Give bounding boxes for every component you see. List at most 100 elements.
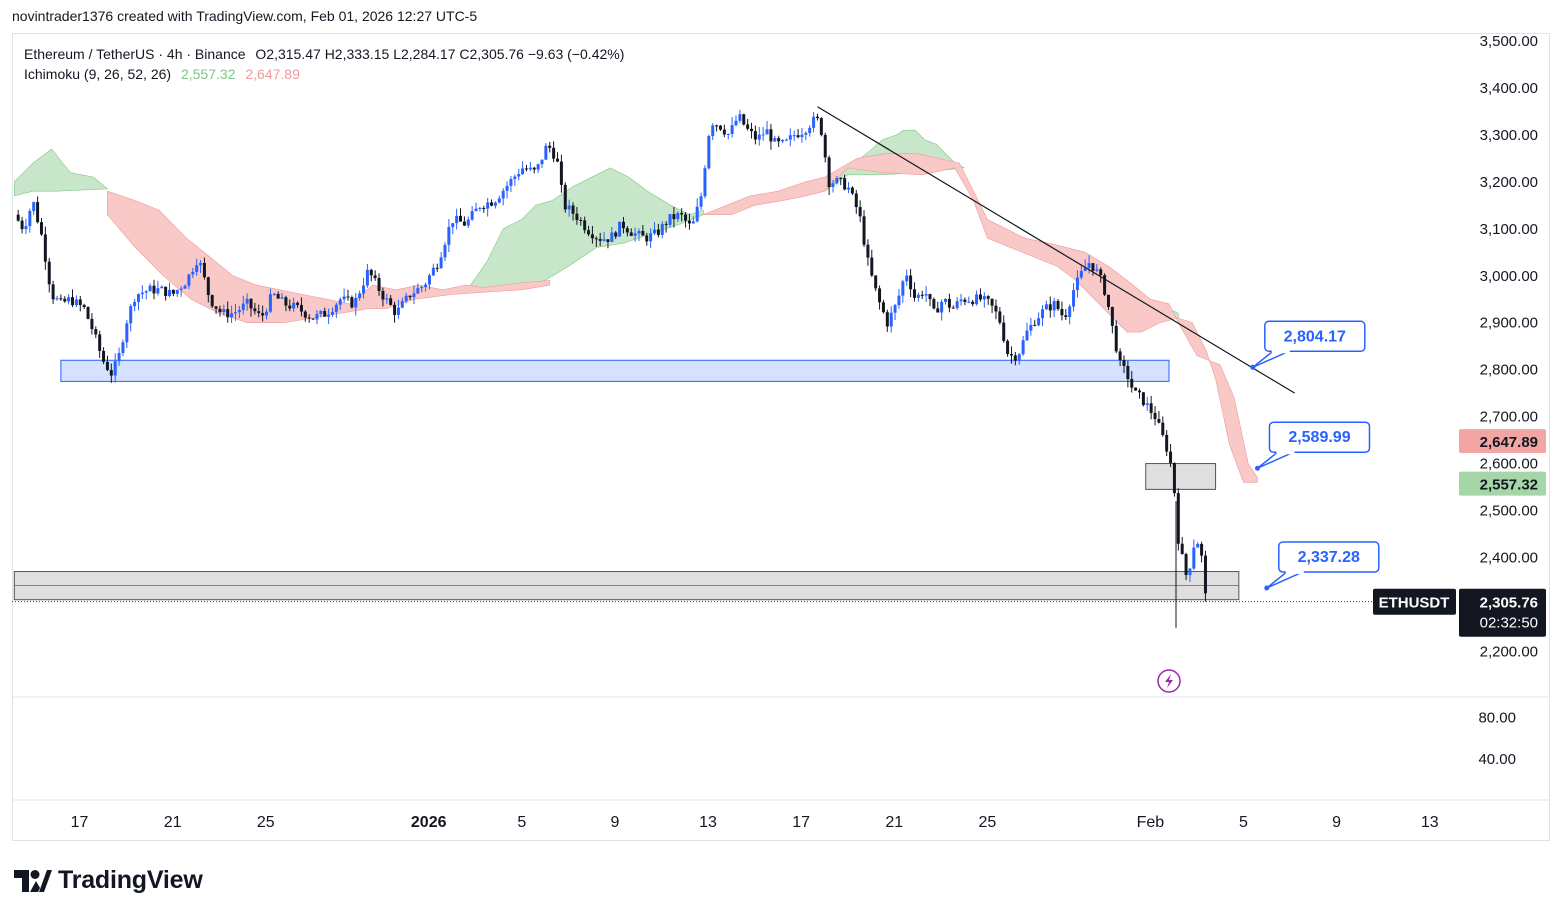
candle-body bbox=[113, 361, 117, 376]
candle-body bbox=[160, 286, 164, 289]
trendline bbox=[817, 106, 1296, 394]
candle-body bbox=[1072, 290, 1076, 307]
candle-body bbox=[703, 168, 707, 197]
tradingview-logo[interactable]: TradingView bbox=[14, 866, 203, 895]
demand-zone-blue bbox=[60, 359, 1170, 382]
candle-body bbox=[389, 298, 393, 305]
candle-body bbox=[920, 294, 924, 296]
candle-body bbox=[711, 125, 715, 136]
candle-body bbox=[183, 285, 187, 289]
x-tick-label: 13 bbox=[1421, 814, 1439, 831]
candle-body bbox=[1126, 365, 1130, 379]
candle-body bbox=[1087, 263, 1091, 268]
candle-body bbox=[63, 298, 67, 302]
x-tick-label: Feb bbox=[1137, 814, 1165, 831]
indicator-name[interactable]: Ichimoku (9, 26, 52, 26) bbox=[24, 66, 172, 82]
candle-body bbox=[590, 234, 594, 239]
candle-body bbox=[1114, 325, 1118, 352]
candle-body bbox=[1083, 267, 1087, 272]
candle-body bbox=[625, 228, 629, 233]
y-tick-label: 3,400.00 bbox=[1480, 80, 1538, 97]
x-tick-label: 9 bbox=[610, 814, 619, 831]
candle-body bbox=[455, 215, 459, 224]
candle-body bbox=[781, 139, 785, 142]
price-tag-tenkan bbox=[1459, 471, 1546, 496]
tradingview-logo-text: TradingView bbox=[58, 866, 203, 894]
candle-body bbox=[653, 229, 657, 234]
sub-tick-label: 80.00 bbox=[1478, 710, 1516, 727]
symbol-title[interactable]: Ethereum / TetherUS · 4h · Binance bbox=[24, 46, 246, 62]
candle-body bbox=[497, 198, 501, 203]
candle-body bbox=[819, 118, 823, 135]
chart-frame bbox=[12, 33, 1550, 841]
candle-body bbox=[854, 193, 858, 208]
candle-body bbox=[396, 307, 400, 315]
candle-body bbox=[870, 257, 874, 276]
candle-body bbox=[862, 216, 866, 245]
candle-body bbox=[195, 265, 199, 272]
candle-body bbox=[1165, 434, 1169, 452]
candle-body bbox=[377, 278, 381, 292]
candle-body bbox=[39, 222, 43, 235]
candle-body bbox=[804, 132, 808, 135]
candle-body bbox=[548, 145, 552, 148]
candle-body bbox=[202, 262, 206, 278]
candle-body bbox=[532, 167, 536, 170]
y-tick-label: 2,600.00 bbox=[1480, 456, 1538, 473]
candle-body bbox=[587, 230, 591, 235]
candle-body bbox=[571, 205, 575, 214]
zone-gray-mid bbox=[1145, 463, 1217, 490]
candle-body bbox=[253, 308, 257, 312]
candle-body bbox=[602, 239, 606, 241]
candle-body bbox=[292, 302, 296, 309]
candle-body bbox=[598, 238, 602, 241]
candle-body bbox=[641, 231, 645, 236]
candle-body bbox=[222, 309, 226, 313]
candle-body bbox=[303, 311, 307, 318]
price-tag-label-tenkan: 2,557.32 bbox=[1480, 477, 1538, 494]
candle-body bbox=[288, 305, 292, 309]
candle-body bbox=[994, 305, 998, 312]
candle-body bbox=[24, 226, 28, 230]
callout-label-0: 2,804.17 bbox=[1284, 328, 1346, 345]
candle-body bbox=[750, 128, 754, 132]
candle-body bbox=[986, 296, 990, 299]
y-tick-label: 2,200.00 bbox=[1480, 643, 1538, 660]
candle-body bbox=[1068, 306, 1072, 318]
candle-body bbox=[125, 323, 129, 343]
indicator-row[interactable]: Ichimoku (9, 26, 52, 26) 2,557.32 2,647.… bbox=[24, 64, 630, 84]
candle-body bbox=[730, 125, 734, 135]
candle-body bbox=[637, 231, 641, 234]
candle-body bbox=[102, 350, 106, 362]
candle-body bbox=[897, 295, 901, 306]
tenkan-value: 2,557.32 bbox=[180, 66, 236, 82]
candle-body bbox=[1122, 360, 1126, 366]
candle-body bbox=[528, 167, 532, 170]
ichimoku-cloud-bear bbox=[703, 153, 1258, 483]
candle-body bbox=[1052, 300, 1056, 311]
candle-body bbox=[493, 202, 497, 206]
candle-body bbox=[346, 296, 350, 298]
candle-body bbox=[144, 291, 148, 293]
x-tick-label: 13 bbox=[699, 814, 717, 831]
candle-body bbox=[893, 305, 897, 313]
ticker-label: ETHUSDT bbox=[1379, 595, 1450, 612]
candle-body bbox=[753, 131, 757, 140]
ohlc-values: O2,315.47 H2,333.15 L2,284.17 C2,305.76 … bbox=[255, 46, 625, 62]
candle-body bbox=[909, 275, 913, 290]
candle-body bbox=[420, 287, 424, 289]
candle-body bbox=[1110, 306, 1114, 326]
price-tag-kijun bbox=[1459, 429, 1546, 454]
last-price-tag bbox=[1459, 588, 1546, 637]
symbol-row[interactable]: Ethereum / TetherUS · 4h · Binance O2,31… bbox=[24, 44, 630, 64]
candle-body bbox=[788, 135, 792, 140]
candle-body bbox=[1203, 555, 1207, 594]
candle-body bbox=[718, 125, 722, 130]
candle-body bbox=[831, 183, 835, 187]
x-tick-label: 17 bbox=[792, 814, 810, 831]
candle-body bbox=[459, 215, 463, 222]
candle-body bbox=[191, 271, 195, 275]
candle-body bbox=[761, 134, 765, 136]
callout-label-2: 2,337.28 bbox=[1298, 549, 1360, 566]
